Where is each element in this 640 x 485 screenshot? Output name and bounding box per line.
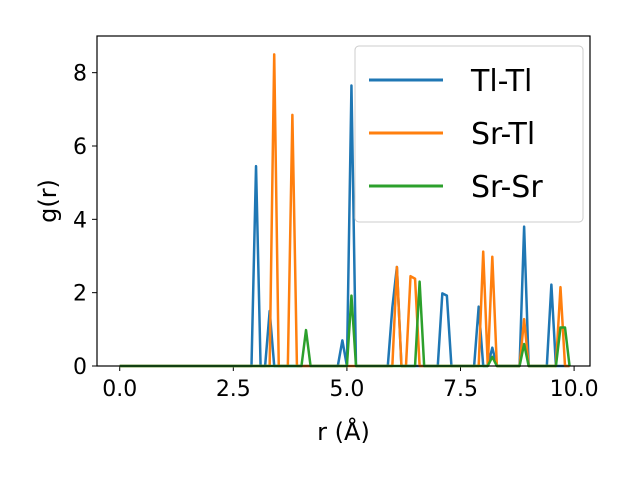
legend-label-tl-tl: Tl-Tl	[470, 64, 532, 99]
y-tick-label: 8	[73, 62, 87, 87]
legend: Tl-Tl Sr-Tl Sr-Sr	[354, 45, 584, 223]
y-tick-label: 2	[73, 282, 87, 307]
y-tick-label: 0	[73, 355, 87, 380]
x-tick-label: 10.0	[550, 377, 599, 402]
y-tick-label: 4	[73, 208, 87, 233]
tick-layer: 0.0 2.5 5.0 7.5 10.0 0 2 4 6 8	[73, 62, 599, 402]
x-tick-label: 5.0	[329, 377, 364, 402]
x-tick-label: 0.0	[102, 377, 137, 402]
y-axis-label: g(r)	[34, 179, 62, 223]
legend-box	[354, 45, 584, 223]
legend-label-sr-sr: Sr-Sr	[471, 170, 543, 205]
plot-frame	[96, 35, 591, 367]
y-tick-label: 6	[73, 135, 87, 160]
x-tick-label: 7.5	[443, 377, 478, 402]
legend-label-sr-tl: Sr-Tl	[471, 117, 535, 152]
x-tick-label: 2.5	[216, 377, 251, 402]
x-axis-label: r (Å)	[317, 417, 370, 446]
